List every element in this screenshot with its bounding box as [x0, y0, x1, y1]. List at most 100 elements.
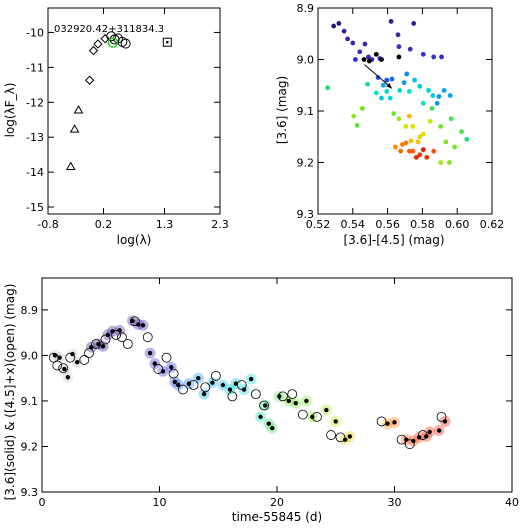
lc-point-open: [210, 370, 221, 381]
cmd-point: [420, 131, 426, 137]
lc-point-open: [436, 411, 447, 422]
lc-point-open: [259, 400, 269, 411]
lc-point-open: [326, 430, 336, 440]
lc-point-open: [111, 330, 121, 340]
cmd-y-tick-label: 9.3: [297, 208, 315, 221]
sed-y-tick-label: -10: [26, 26, 44, 39]
cmd-point: [417, 83, 423, 89]
cmd-point: [379, 95, 384, 101]
lc-point-open: [100, 334, 111, 345]
lc-point-solid: [293, 401, 298, 406]
cmd-point: [396, 116, 402, 122]
cmd-point: [361, 57, 367, 62]
cmd-point: [406, 89, 412, 94]
cmd-arrow: [364, 64, 393, 89]
sed-x-axis-label: log(λ): [117, 233, 152, 247]
color-magnitude-panel: 0.52 0.54 0.56 0.58 0.60 0.62 8.9 9.0 9.1 9.2 9.3: [297, 2, 505, 231]
cmd-point: [411, 21, 417, 26]
cmd-point: [359, 106, 365, 111]
cmd-point: [459, 129, 464, 135]
cmd-point: [396, 54, 402, 60]
lc-point-open: [168, 368, 179, 379]
sed-y-tick-label: -14: [26, 166, 44, 179]
cmd-point: [404, 71, 410, 77]
cmd-point: [325, 85, 330, 91]
sed-point-triangle: [73, 104, 84, 114]
lc-point-solid: [404, 437, 409, 442]
cmd-point: [426, 88, 431, 93]
sed-plot-frame: [47, 7, 221, 215]
lc-point-solid: [258, 414, 263, 420]
cmd-point: [331, 23, 337, 29]
lc-point-open: [153, 364, 164, 374]
cmd-point: [447, 93, 453, 98]
sed-point-circle: [120, 38, 131, 49]
cmd-x-tick-label: 0.52: [306, 218, 331, 231]
cmd-y-tick-label: 9.0: [297, 54, 315, 67]
cmd-point: [436, 94, 442, 99]
cmd-point: [351, 113, 357, 119]
lc-point-solid: [110, 329, 115, 334]
cmd-point: [403, 140, 409, 146]
cmd-point: [420, 147, 426, 153]
cmd-point: [350, 40, 356, 46]
cmd-point: [417, 152, 423, 158]
lc-point-solid: [52, 353, 58, 358]
lc-point-solid: [266, 421, 271, 426]
cmd-x-tick-label: 0.62: [480, 218, 505, 231]
cmd-point: [431, 54, 437, 60]
lc-x-tick-label: 0: [39, 496, 46, 509]
sed-point-diamond: [93, 39, 103, 49]
lc-point-solid: [304, 398, 309, 404]
lc-point-solid: [411, 438, 416, 444]
cmd-point: [353, 57, 358, 62]
cmd-point: [420, 100, 426, 106]
sed-point-diamond: [88, 45, 99, 56]
sed-x-tick-label: 0.2: [95, 218, 113, 231]
lc-point-solid: [286, 398, 291, 404]
lc-point-solid: [342, 437, 348, 442]
cmd-x-tick-label: 0.60: [445, 218, 470, 231]
lc-point-solid: [89, 345, 94, 350]
cmd-point: [362, 41, 368, 47]
lc-point-solid: [65, 375, 71, 380]
sed-point-triangle: [65, 161, 76, 171]
lc-point-solid: [248, 376, 254, 382]
lc-point-solid: [96, 341, 101, 347]
cmd-arrow-head: [386, 82, 392, 89]
lc-point-open: [84, 348, 94, 359]
cmd-point: [373, 90, 379, 96]
lc-point-open: [117, 332, 127, 343]
cmd-point: [410, 124, 416, 129]
cmd-point: [373, 51, 379, 57]
lc-y-tick-label: 9.2: [21, 440, 39, 453]
cmd-point: [388, 18, 394, 24]
lc-y-tick-label: 9.0: [21, 349, 39, 362]
cmd-point: [395, 32, 401, 38]
sed-point-diamond: [100, 34, 110, 44]
lc-point-open: [376, 416, 387, 427]
lc-point-solid: [152, 361, 157, 366]
lc-x-axis-label: time-55845 (d): [232, 510, 322, 524]
lc-point-solid: [70, 351, 75, 357]
lc-point-open: [178, 384, 188, 395]
cmd-point: [357, 49, 363, 55]
lc-point-open: [79, 355, 90, 365]
lc-point-open: [404, 439, 415, 450]
lc-point-solid: [186, 381, 192, 386]
lc-point-solid: [201, 391, 207, 397]
cmd-y-tick-label: 9.2: [297, 157, 315, 170]
lc-point-solid: [136, 322, 141, 327]
cmd-y-tick-label: 8.9: [297, 2, 315, 15]
lc-point-solid: [62, 366, 67, 372]
sed-y-axis-label: log(λF_λ): [3, 83, 17, 138]
lc-point-solid: [427, 429, 432, 435]
cmd-point: [375, 75, 381, 80]
lc-point-solid: [176, 382, 181, 388]
lc-point-solid: [140, 323, 146, 328]
sed-y-tick-label: -12: [26, 96, 44, 109]
lc-point-open: [287, 389, 298, 400]
lc-point-open: [142, 332, 153, 343]
cmd-point: [438, 124, 444, 129]
